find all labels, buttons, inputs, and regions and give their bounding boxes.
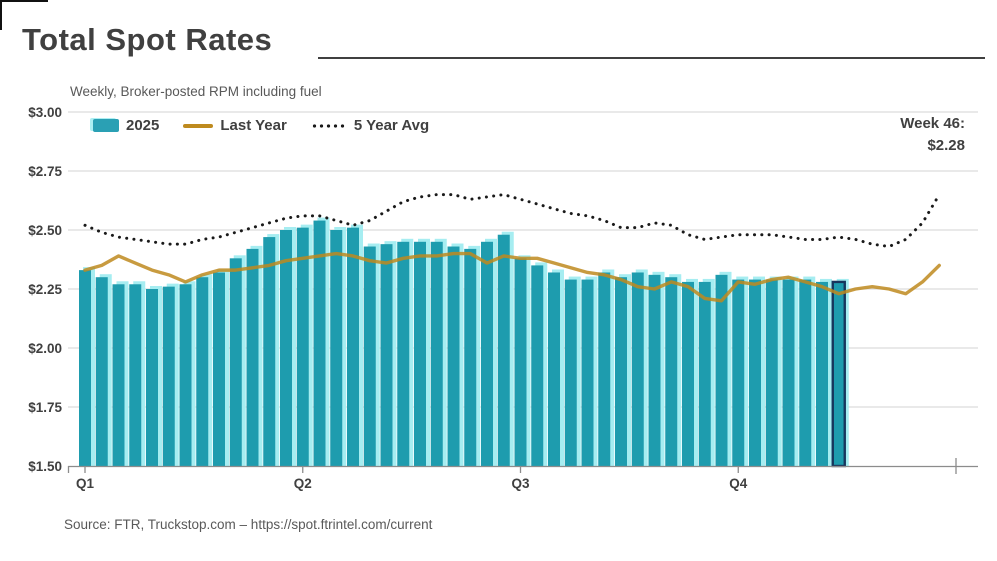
frame-corner-left <box>0 0 2 30</box>
legend-label-last-year: Last Year <box>220 117 287 134</box>
svg-text:$2.00: $2.00 <box>28 341 62 356</box>
svg-text:$2.75: $2.75 <box>28 164 62 179</box>
svg-text:$3.00: $3.00 <box>28 105 62 120</box>
legend-label-5-year-avg: 5 Year Avg <box>353 117 430 134</box>
legend-item-last-year: Last Year <box>183 117 287 134</box>
svg-text:$2.50: $2.50 <box>28 223 62 238</box>
title-underline <box>318 57 985 59</box>
svg-text:Q3: Q3 <box>511 476 530 491</box>
legend-item-2025: 2025 <box>93 117 159 134</box>
svg-text:Q1: Q1 <box>76 476 95 491</box>
dotted-swatch-icon <box>310 123 347 128</box>
frame-corner-top <box>0 0 48 2</box>
svg-text:Q2: Q2 <box>294 476 312 491</box>
bar-swatch-icon <box>93 119 119 132</box>
chart-subtitle: Weekly, Broker-posted RPM including fuel <box>70 84 322 99</box>
legend-item-5-year-avg: 5 Year Avg <box>310 117 430 134</box>
week-annotation-value: $2.28 <box>927 137 965 154</box>
week-annotation-label: Week 46: <box>900 115 965 132</box>
page-title: Total Spot Rates <box>22 22 273 57</box>
svg-text:Q4: Q4 <box>729 476 748 491</box>
svg-text:$1.50: $1.50 <box>28 459 62 474</box>
legend-label-2025: 2025 <box>126 117 160 134</box>
week-annotation: Week 46: $2.28 <box>900 113 965 157</box>
source-text: Source: FTR, Truckstop.com – https://spo… <box>64 517 433 532</box>
svg-text:$1.75: $1.75 <box>28 400 62 415</box>
line-swatch-icon <box>183 123 214 128</box>
svg-text:$2.25: $2.25 <box>28 282 62 297</box>
chart-legend: 2025 Last Year 5 Year Avg <box>93 117 429 134</box>
